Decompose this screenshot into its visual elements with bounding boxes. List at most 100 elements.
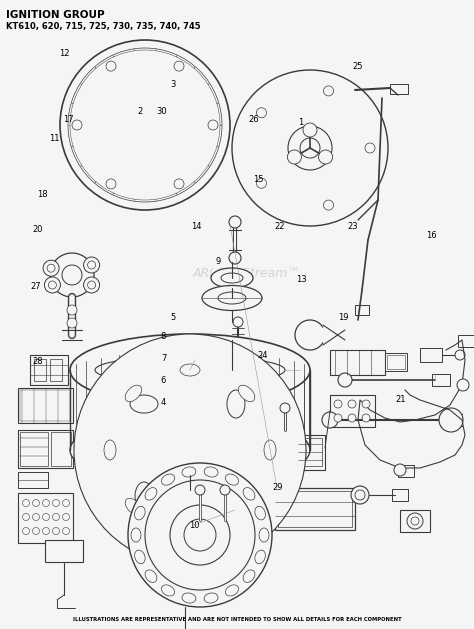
- Circle shape: [22, 528, 29, 535]
- Text: 6: 6: [161, 376, 166, 385]
- Text: 25: 25: [353, 62, 363, 70]
- FancyBboxPatch shape: [400, 510, 430, 532]
- Text: 9: 9: [215, 257, 221, 265]
- Text: 2: 2: [137, 108, 143, 116]
- FancyBboxPatch shape: [20, 390, 70, 421]
- Ellipse shape: [226, 585, 238, 596]
- Text: 11: 11: [49, 134, 60, 143]
- Circle shape: [257, 450, 264, 458]
- Circle shape: [233, 317, 243, 327]
- Circle shape: [184, 519, 216, 551]
- Circle shape: [74, 334, 306, 566]
- Text: 14: 14: [191, 222, 202, 231]
- Circle shape: [280, 403, 290, 413]
- Text: 4: 4: [161, 398, 166, 407]
- Circle shape: [220, 485, 230, 495]
- Text: 3: 3: [170, 81, 176, 89]
- Circle shape: [83, 277, 100, 293]
- Circle shape: [338, 373, 352, 387]
- Ellipse shape: [226, 474, 238, 485]
- Ellipse shape: [238, 385, 255, 402]
- FancyBboxPatch shape: [278, 491, 352, 527]
- Circle shape: [63, 513, 70, 521]
- Circle shape: [300, 138, 320, 158]
- Text: 10: 10: [189, 521, 200, 530]
- FancyBboxPatch shape: [18, 493, 73, 543]
- Ellipse shape: [222, 487, 250, 505]
- Circle shape: [334, 400, 342, 408]
- Ellipse shape: [259, 528, 269, 542]
- Circle shape: [145, 480, 255, 590]
- Circle shape: [110, 90, 180, 160]
- Circle shape: [53, 528, 60, 535]
- Text: 15: 15: [253, 175, 264, 184]
- Text: 5: 5: [170, 313, 176, 322]
- Circle shape: [63, 528, 70, 535]
- Text: 29: 29: [272, 483, 283, 492]
- FancyBboxPatch shape: [387, 355, 405, 369]
- Circle shape: [201, 454, 210, 462]
- Circle shape: [106, 61, 116, 71]
- Circle shape: [83, 257, 100, 273]
- Text: ARI PartStream™: ARI PartStream™: [192, 267, 301, 280]
- Circle shape: [334, 414, 342, 422]
- Circle shape: [22, 499, 29, 506]
- Circle shape: [324, 200, 334, 210]
- Circle shape: [60, 40, 230, 210]
- Circle shape: [125, 385, 255, 515]
- Circle shape: [63, 499, 70, 506]
- Circle shape: [95, 75, 195, 175]
- Circle shape: [135, 115, 155, 135]
- Text: 24: 24: [258, 351, 268, 360]
- Circle shape: [43, 528, 49, 535]
- FancyBboxPatch shape: [458, 335, 474, 347]
- Ellipse shape: [145, 487, 157, 500]
- Circle shape: [80, 340, 300, 560]
- Circle shape: [303, 123, 317, 137]
- Ellipse shape: [238, 498, 255, 515]
- Circle shape: [290, 441, 298, 449]
- Text: 20: 20: [33, 225, 43, 234]
- FancyBboxPatch shape: [432, 374, 450, 386]
- FancyBboxPatch shape: [18, 388, 73, 423]
- Text: 23: 23: [348, 222, 358, 231]
- Circle shape: [351, 486, 369, 504]
- Circle shape: [174, 179, 184, 189]
- Circle shape: [70, 50, 220, 200]
- Circle shape: [411, 517, 419, 525]
- Text: 17: 17: [64, 115, 74, 124]
- Ellipse shape: [135, 550, 145, 564]
- Ellipse shape: [227, 390, 245, 418]
- Circle shape: [168, 428, 212, 472]
- FancyBboxPatch shape: [330, 395, 375, 427]
- FancyBboxPatch shape: [295, 435, 325, 470]
- Circle shape: [362, 400, 370, 408]
- Ellipse shape: [243, 570, 255, 582]
- FancyBboxPatch shape: [392, 489, 408, 501]
- Circle shape: [256, 108, 266, 118]
- Circle shape: [67, 305, 77, 315]
- FancyBboxPatch shape: [18, 472, 48, 488]
- Circle shape: [45, 277, 60, 293]
- Circle shape: [80, 60, 210, 190]
- Circle shape: [324, 86, 334, 96]
- Circle shape: [53, 513, 60, 521]
- Circle shape: [229, 252, 241, 264]
- Circle shape: [88, 261, 96, 269]
- Ellipse shape: [130, 395, 158, 413]
- Circle shape: [394, 464, 406, 476]
- Ellipse shape: [264, 440, 276, 460]
- Circle shape: [72, 120, 82, 130]
- Circle shape: [33, 528, 39, 535]
- Circle shape: [365, 143, 375, 153]
- Circle shape: [62, 265, 82, 285]
- Circle shape: [277, 446, 285, 454]
- Circle shape: [48, 281, 56, 289]
- Ellipse shape: [221, 273, 243, 283]
- Ellipse shape: [180, 364, 200, 376]
- Circle shape: [67, 318, 77, 328]
- Circle shape: [256, 178, 266, 188]
- Ellipse shape: [182, 467, 196, 477]
- Circle shape: [457, 379, 469, 391]
- FancyBboxPatch shape: [34, 359, 46, 381]
